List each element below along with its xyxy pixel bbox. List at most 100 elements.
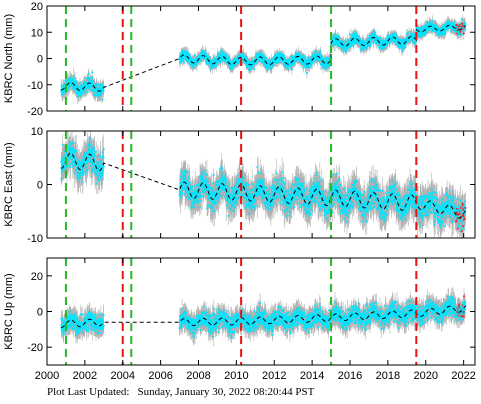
data-point: [192, 58, 195, 60]
data-point: [304, 64, 306, 67]
data-point: [219, 50, 222, 53]
data-point: [94, 94, 97, 97]
data-point: [75, 87, 77, 90]
data-point: [98, 87, 101, 89]
data-point: [354, 42, 356, 45]
data-point: [212, 59, 215, 62]
data-point: [94, 85, 97, 87]
data-point: [278, 51, 281, 54]
data-point: [349, 44, 352, 46]
data-point: [310, 58, 312, 61]
data-point: [243, 61, 245, 64]
data-point: [246, 65, 248, 68]
data-point: [96, 87, 99, 90]
data-point: [372, 42, 375, 45]
data-point: [97, 83, 100, 86]
data-point: [352, 43, 355, 46]
data-point: [79, 92, 82, 95]
data-point: [309, 59, 312, 62]
data-point: [241, 56, 244, 58]
data-point: [188, 61, 191, 64]
data-point: [268, 60, 271, 63]
data-point: [297, 51, 300, 54]
data-point: [183, 57, 186, 59]
data-point: [73, 80, 76, 83]
data-point: [277, 59, 280, 62]
data-point: [307, 64, 310, 67]
data-point: [218, 60, 220, 63]
data-point: [316, 58, 319, 61]
data-point: [283, 56, 286, 59]
data-point: [205, 60, 208, 63]
data-point: [231, 67, 234, 70]
data-point: [208, 55, 210, 58]
data-point: [395, 37, 398, 39]
data-point: [310, 63, 313, 66]
data-point: [332, 41, 335, 44]
data-point: [373, 32, 376, 34]
data-point: [341, 47, 344, 50]
data-point: [206, 55, 209, 58]
data-point: [307, 60, 310, 63]
data-point: [67, 78, 69, 81]
data-point: [96, 94, 99, 97]
data-point: [382, 46, 385, 49]
data-point: [326, 63, 329, 66]
data-point: [61, 90, 64, 93]
data-point: [272, 64, 275, 67]
data-point: [80, 84, 82, 87]
data-point: [361, 43, 364, 45]
data-point: [364, 45, 367, 48]
data-point: [191, 65, 194, 68]
data-point: [98, 89, 101, 92]
data-point: [223, 59, 226, 62]
data-point: [181, 59, 184, 62]
data-point: [290, 64, 292, 67]
data-point: [74, 77, 76, 80]
data-point: [326, 56, 329, 59]
data-point: [322, 63, 324, 66]
data-point: [393, 32, 395, 35]
data-point: [66, 79, 69, 82]
data-point: [67, 79, 70, 82]
data-point: [294, 58, 296, 61]
data-point: [350, 42, 353, 44]
data-point: [186, 60, 189, 62]
data-point: [275, 60, 278, 63]
data-point: [74, 88, 77, 91]
data-point: [97, 88, 100, 91]
data-point: [290, 56, 293, 59]
data-point: [350, 45, 352, 48]
data-point: [205, 55, 208, 58]
data-point: [361, 39, 364, 42]
data-point: [68, 85, 71, 87]
data-point: [63, 84, 66, 87]
data-point: [202, 54, 205, 57]
data-point: [314, 50, 317, 52]
data-point: [293, 62, 296, 65]
data-point: [69, 76, 71, 79]
data-point: [289, 62, 291, 65]
data-point: [373, 33, 375, 36]
data-point: [281, 60, 283, 63]
data-point: [247, 69, 250, 71]
data-point: [98, 88, 101, 90]
data-point: [83, 84, 86, 87]
data-point: [81, 92, 83, 95]
data-point: [315, 58, 318, 60]
data-point: [392, 34, 395, 36]
data-point: [338, 35, 341, 38]
data-point: [366, 38, 369, 41]
data-point: [297, 58, 300, 61]
data-points: [60, 18, 467, 101]
data-point: [77, 87, 80, 90]
data-point: [268, 58, 271, 61]
data-point: [237, 58, 240, 61]
data-point: [191, 60, 194, 63]
data-point: [256, 52, 259, 55]
data-point: [207, 57, 210, 59]
data-point: [317, 54, 320, 57]
data-point: [201, 51, 204, 54]
data-point: [64, 91, 67, 93]
data-point: [334, 43, 337, 46]
